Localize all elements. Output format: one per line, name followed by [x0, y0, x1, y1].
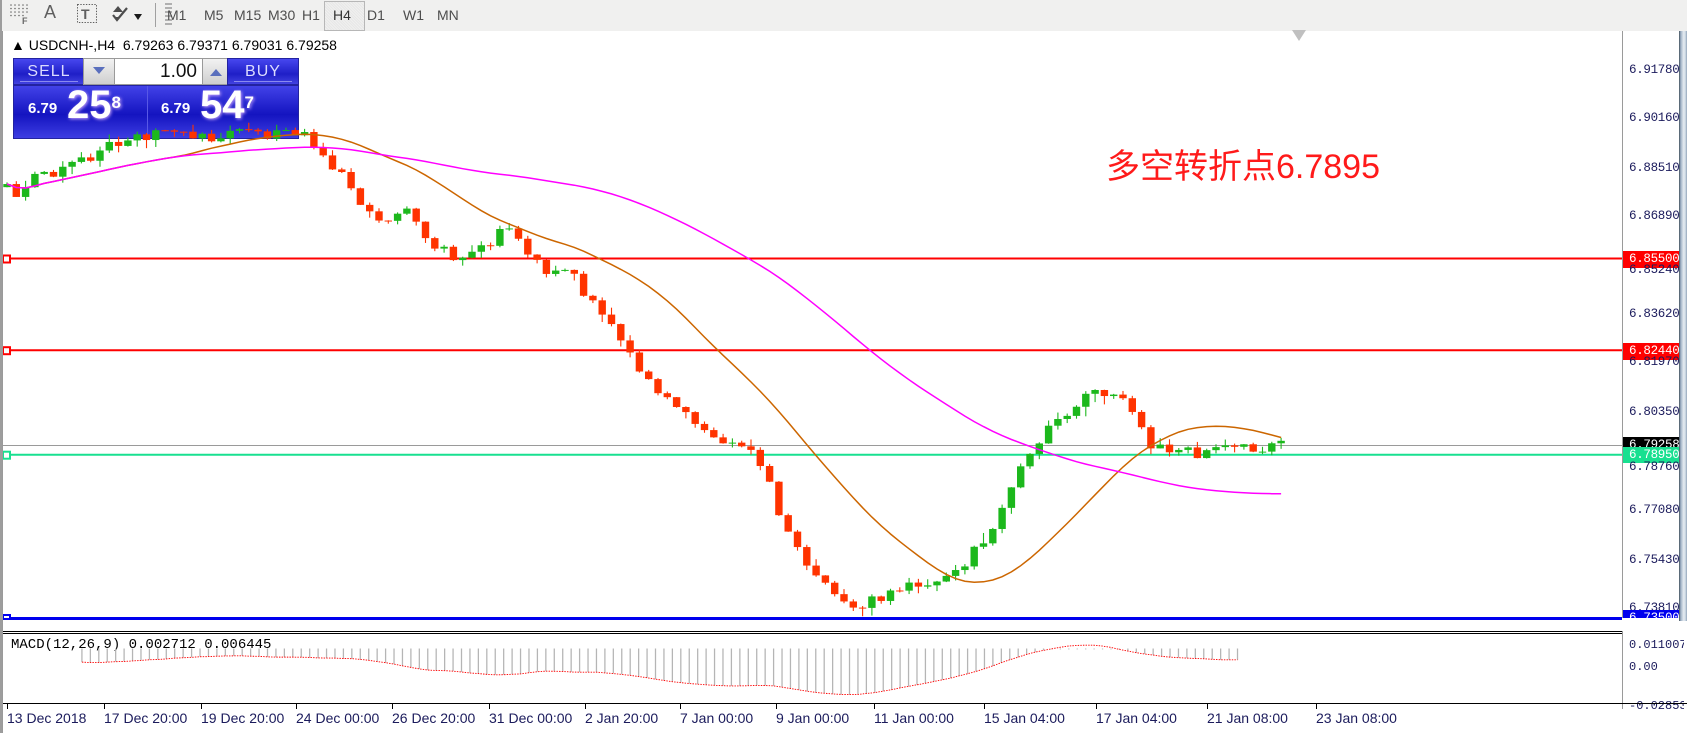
svg-text:F: F	[22, 16, 28, 26]
svg-text:T: T	[81, 6, 90, 22]
